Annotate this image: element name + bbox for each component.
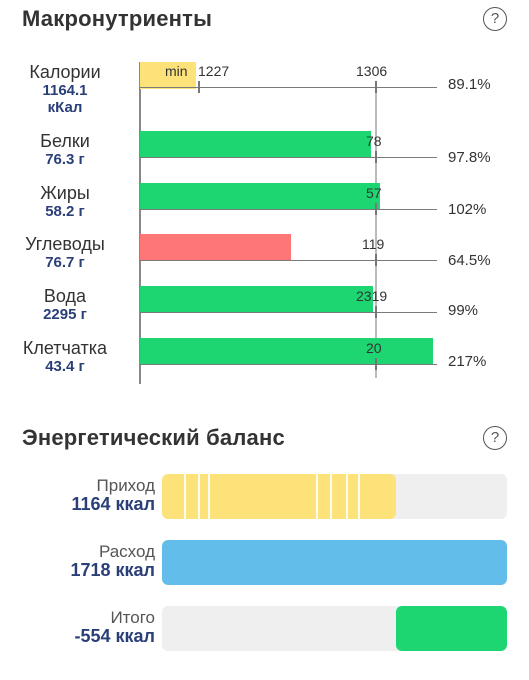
stripe [316,474,318,519]
macro-value: 2295 г [43,306,87,323]
macro-unit: кКал [47,99,83,116]
macro-percent: 64.5% [448,252,491,269]
target-tick [375,151,377,163]
macro-percent: 217% [448,353,487,370]
energy-row-income: Приход 1164 ккал [0,474,529,520]
macro-percent: 99% [448,302,479,319]
stripe [358,474,360,519]
target-tick [375,254,377,266]
min-tick [198,81,200,93]
macro-track-line [140,157,437,158]
macro-bar [140,183,380,210]
stripe [330,474,332,519]
macro-percent: 102% [448,201,487,218]
macro-track-line [140,87,437,88]
macro-name: Вода [43,286,87,306]
macro-amount: 1164.1 [42,82,88,99]
target-value: 2319 [356,288,388,304]
macro-value: 1164.1 кКал [0,82,130,116]
macros-help-icon[interactable]: ? [483,7,507,31]
macro-track-line [140,209,437,210]
macros-title: Макронутриенты [22,6,213,31]
energy-track [162,540,507,585]
energy-value: 1718 ккал [70,560,155,580]
energy-fill [396,606,507,651]
macro-row-calories: Калории 1164.1 кКал min 1227 1306 89.1% [0,62,529,116]
macro-name: Клетчатка [22,338,108,358]
target-tick [375,358,377,370]
energy-help-icon[interactable]: ? [483,426,507,450]
macro-bar [140,286,373,313]
energy-label: Расход [98,542,155,561]
energy-track [162,606,507,651]
macro-row-water: Вода 2295 г 2319 99% [0,286,529,338]
macro-bar [140,131,371,158]
energy-value: 1164 ккал [71,494,155,514]
energy-row-total: Итого -554 ккал [0,606,529,652]
macro-bar [140,62,196,89]
min-label: min [165,63,188,79]
target-value: 119 [362,236,385,252]
macro-value: 58.2 г [45,203,85,220]
macro-name: Белки [40,131,90,151]
target-axis [375,88,377,378]
energy-label: Приход [96,476,155,495]
energy-value: -554 ккал [74,626,156,646]
energy-label: Итого [110,608,155,627]
macro-row-carbs: Углеводы 76.7 г 119 64.5% [0,234,529,286]
stripe [208,474,210,519]
macro-row-protein: Белки 76.3 г 78 97.8% [0,131,529,183]
macro-chart-axis [139,62,141,384]
energy-row-expense: Расход 1718 ккал [0,540,529,586]
energy-title: Энергетический баланс [22,425,285,450]
stripe [346,474,348,519]
macro-percent: 97.8% [448,149,491,166]
energy-fill [162,474,396,519]
macro-name: Жиры [40,183,90,203]
macro-row-fats: Жиры 58.2 г 57 102% [0,183,529,235]
macro-track-line [140,364,437,365]
min-value: 1227 [198,63,230,79]
target-tick [375,203,377,215]
target-value: 20 [366,340,382,356]
target-tick [375,306,377,318]
target-value: 57 [366,185,382,201]
macro-value: 43.4 г [45,358,85,375]
macro-bar [140,338,433,365]
macro-row-fiber: Клетчатка 43.4 г 20 217% [0,338,529,390]
macro-track-line [140,260,437,261]
target-tick [375,81,377,93]
target-value: 1306 [356,63,388,79]
energy-fill [162,540,507,585]
target-value: 78 [366,133,382,149]
macro-bar [140,234,291,261]
macro-name: Углеводы [25,234,105,254]
macro-percent: 89.1% [448,76,491,93]
stripe [184,474,186,519]
macro-value: 76.7 г [45,254,85,271]
macro-name: Калории [29,62,101,82]
energy-track [162,474,507,519]
macro-track-line [140,312,437,313]
stripe [198,474,200,519]
macro-value: 76.3 г [45,151,85,168]
